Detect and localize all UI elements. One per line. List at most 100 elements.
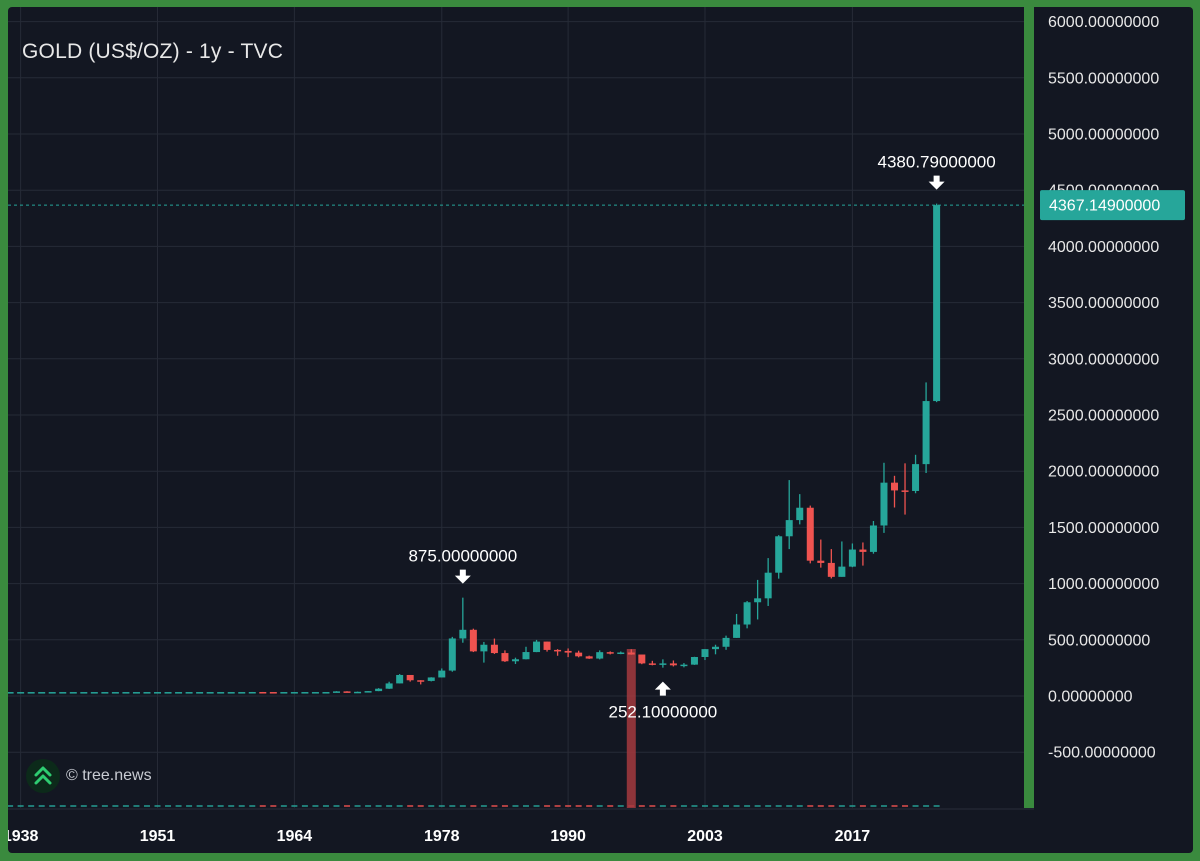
volume-bar: [175, 805, 182, 807]
candle-body[interactable]: [764, 572, 772, 599]
candle-body[interactable]: [922, 401, 930, 465]
candle-body[interactable]: [880, 482, 888, 526]
candle-body[interactable]: [154, 692, 162, 694]
candle-body[interactable]: [259, 692, 267, 694]
candle-body[interactable]: [438, 670, 446, 678]
candle-body[interactable]: [596, 652, 604, 659]
candle-body[interactable]: [669, 663, 677, 666]
candle-body[interactable]: [69, 692, 77, 694]
candle-body[interactable]: [522, 652, 530, 660]
candle-body[interactable]: [743, 602, 751, 625]
candle-body[interactable]: [206, 692, 214, 694]
candle-body[interactable]: [554, 649, 562, 652]
candle-body[interactable]: [122, 692, 130, 694]
candle-body[interactable]: [511, 659, 519, 662]
candle-body[interactable]: [332, 691, 340, 693]
candle-body[interactable]: [533, 641, 541, 653]
volume-bar: [301, 805, 308, 807]
candle-body[interactable]: [733, 624, 741, 638]
candle-body[interactable]: [469, 629, 477, 652]
candle-body[interactable]: [775, 536, 783, 573]
candle-body[interactable]: [448, 638, 456, 671]
candle-body[interactable]: [406, 674, 414, 681]
candle-body[interactable]: [890, 482, 898, 491]
candle-body[interactable]: [311, 692, 319, 694]
candle-body[interactable]: [343, 691, 351, 693]
candle-body[interactable]: [459, 629, 467, 639]
candle-body[interactable]: [375, 688, 383, 692]
candle-body[interactable]: [680, 664, 688, 667]
candle-body[interactable]: [796, 507, 804, 521]
candle-body[interactable]: [164, 692, 172, 694]
candle-body[interactable]: [575, 652, 583, 657]
candle-body[interactable]: [638, 654, 646, 664]
candle-body[interactable]: [248, 692, 256, 694]
candle-body[interactable]: [111, 692, 119, 694]
candle-body[interactable]: [27, 692, 35, 694]
candle-body[interactable]: [269, 692, 277, 694]
candle-body[interactable]: [364, 691, 372, 693]
candle-body[interactable]: [912, 464, 920, 491]
volume-bar: [596, 805, 603, 807]
candle-body[interactable]: [722, 637, 730, 647]
volume-bar: [365, 805, 372, 807]
volume-bar: [375, 805, 382, 807]
candle-body[interactable]: [859, 549, 867, 552]
candle-body[interactable]: [175, 692, 183, 694]
candle-body[interactable]: [869, 525, 877, 552]
candle-body[interactable]: [585, 656, 593, 659]
candle-body[interactable]: [90, 692, 98, 694]
candle-body[interactable]: [417, 680, 425, 682]
candle-body[interactable]: [38, 692, 46, 694]
candle-body[interactable]: [48, 692, 56, 694]
candle-body[interactable]: [101, 692, 109, 694]
candle-body[interactable]: [290, 692, 298, 694]
chart-title: GOLD (US$/OZ) - 1y - TVC: [22, 40, 284, 63]
candle-body[interactable]: [627, 652, 635, 655]
candle-body[interactable]: [427, 677, 435, 681]
candle-body[interactable]: [480, 644, 488, 652]
candle-body[interactable]: [659, 663, 667, 665]
candle-body[interactable]: [848, 549, 856, 567]
candle-body[interactable]: [933, 205, 941, 402]
candle-body[interactable]: [648, 663, 656, 665]
candle-body[interactable]: [901, 490, 909, 492]
volume-bar: [417, 805, 424, 807]
candle-body[interactable]: [385, 683, 393, 689]
candle-body[interactable]: [80, 692, 88, 694]
candle-body[interactable]: [701, 649, 709, 657]
volume-bar: [259, 805, 266, 807]
candle-body[interactable]: [280, 692, 288, 694]
candle-body[interactable]: [838, 566, 846, 577]
candle-body[interactable]: [143, 692, 151, 694]
candle-body[interactable]: [827, 562, 835, 577]
candle-body[interactable]: [564, 650, 572, 653]
candle-body[interactable]: [238, 692, 246, 694]
volume-bar: [449, 805, 456, 807]
candle-body[interactable]: [606, 652, 614, 654]
candle-body[interactable]: [59, 692, 67, 694]
candle-body[interactable]: [817, 560, 825, 563]
candle-body[interactable]: [132, 692, 140, 694]
candle-body[interactable]: [490, 644, 498, 654]
candle-body[interactable]: [17, 692, 25, 694]
candle-body[interactable]: [322, 692, 330, 694]
candle-body[interactable]: [543, 641, 551, 650]
candle-body[interactable]: [354, 691, 362, 694]
candle-body[interactable]: [754, 598, 762, 603]
candle-body[interactable]: [217, 692, 225, 694]
candlestick-chart[interactable]: 6000.00000000 5500.00000000 5000.00000000 4…: [8, 7, 1193, 853]
candle-body[interactable]: [501, 653, 509, 662]
candle-body[interactable]: [301, 692, 309, 694]
candle-body[interactable]: [227, 692, 235, 694]
candle-body[interactable]: [806, 507, 814, 561]
candle-body[interactable]: [8, 692, 14, 694]
candle-body[interactable]: [617, 652, 625, 655]
candle-body[interactable]: [196, 692, 204, 694]
volume-bar: [312, 805, 319, 807]
candle-body[interactable]: [690, 656, 698, 665]
candle-body[interactable]: [396, 674, 404, 684]
candle-body[interactable]: [712, 646, 720, 650]
candle-body[interactable]: [185, 692, 193, 694]
candle-body[interactable]: [785, 520, 793, 537]
